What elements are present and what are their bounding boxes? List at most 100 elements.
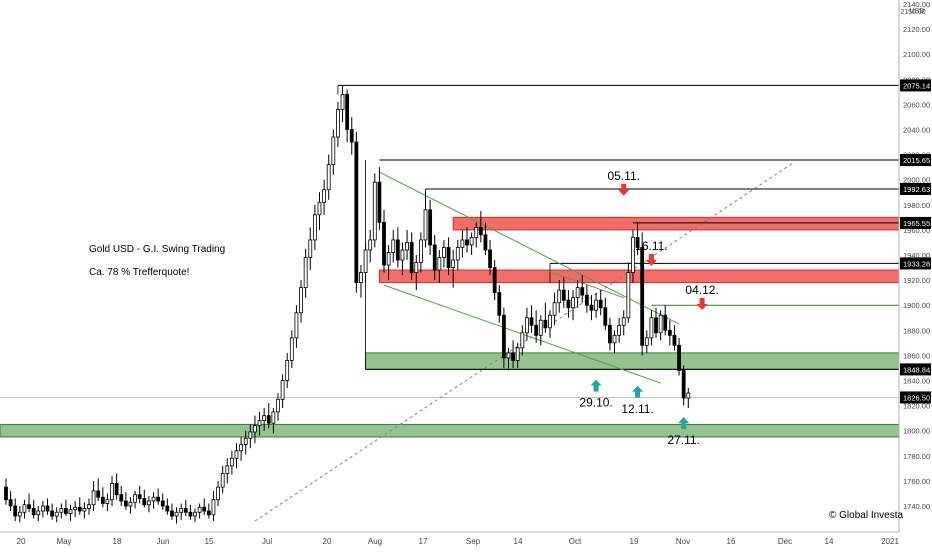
candle[interactable] — [658, 314, 663, 334]
candle[interactable] — [594, 299, 598, 311]
candle[interactable] — [561, 289, 566, 301]
candle[interactable] — [460, 239, 465, 248]
candle[interactable] — [105, 499, 110, 504]
candle[interactable] — [571, 297, 575, 309]
candle[interactable] — [548, 314, 552, 329]
candle[interactable] — [506, 352, 511, 359]
candle[interactable] — [262, 415, 267, 422]
candle[interactable] — [123, 500, 128, 507]
candle[interactable] — [677, 344, 681, 371]
candle[interactable] — [363, 249, 368, 273]
candle[interactable] — [202, 506, 207, 512]
candle[interactable] — [552, 302, 557, 316]
candle[interactable] — [474, 226, 479, 238]
candle[interactable] — [147, 500, 151, 506]
candle[interactable] — [621, 317, 626, 326]
candle[interactable] — [243, 437, 248, 445]
candle[interactable] — [100, 496, 105, 504]
candle[interactable] — [128, 501, 133, 507]
candle[interactable] — [308, 239, 313, 258]
candle[interactable] — [612, 334, 617, 344]
candle[interactable] — [336, 109, 340, 138]
candle[interactable] — [156, 496, 161, 502]
candle[interactable] — [409, 242, 414, 273]
candle[interactable] — [280, 380, 285, 400]
candle[interactable] — [626, 272, 631, 319]
candle[interactable] — [87, 504, 91, 509]
candle[interactable] — [644, 337, 649, 346]
candle[interactable] — [303, 257, 308, 289]
candle[interactable] — [681, 370, 686, 399]
candle[interactable] — [382, 221, 386, 266]
candle[interactable] — [119, 494, 124, 502]
candle[interactable] — [253, 425, 257, 433]
candle[interactable] — [451, 259, 456, 268]
candle[interactable] — [188, 511, 193, 517]
candle[interactable] — [234, 450, 239, 459]
candle[interactable] — [686, 392, 691, 399]
candle[interactable] — [423, 209, 428, 241]
candle[interactable] — [428, 209, 433, 246]
candle[interactable] — [91, 490, 96, 506]
candle[interactable] — [598, 299, 603, 309]
candle[interactable] — [488, 249, 492, 268]
candle[interactable] — [13, 505, 18, 517]
candle[interactable] — [437, 257, 442, 271]
candle[interactable] — [211, 499, 216, 516]
candle[interactable] — [566, 299, 571, 309]
candle[interactable] — [529, 317, 534, 326]
candle[interactable] — [229, 457, 234, 467]
candle[interactable] — [225, 465, 230, 474]
candle[interactable] — [22, 504, 27, 513]
candle[interactable] — [220, 472, 225, 488]
candle[interactable] — [165, 505, 170, 512]
candle[interactable] — [368, 239, 373, 251]
candle[interactable] — [197, 506, 202, 513]
candle[interactable] — [193, 511, 197, 517]
candle[interactable] — [405, 242, 409, 251]
candle[interactable] — [216, 486, 220, 501]
candle[interactable] — [206, 510, 211, 516]
candle[interactable] — [68, 509, 73, 514]
candle[interactable] — [640, 247, 645, 346]
candle[interactable] — [455, 247, 460, 261]
candle[interactable] — [663, 314, 668, 331]
candle[interactable] — [36, 510, 41, 516]
candle[interactable] — [603, 307, 608, 326]
candle[interactable] — [589, 304, 594, 311]
candle[interactable] — [654, 317, 658, 334]
candle[interactable] — [73, 506, 78, 511]
candle[interactable] — [359, 272, 363, 284]
candle[interactable] — [40, 505, 45, 512]
candle[interactable] — [299, 287, 303, 314]
candle[interactable] — [386, 252, 391, 266]
candle[interactable] — [635, 237, 640, 248]
candle[interactable] — [340, 93, 345, 110]
candle[interactable] — [317, 201, 322, 216]
candle[interactable] — [469, 237, 474, 246]
candle[interactable] — [414, 262, 419, 273]
candle[interactable] — [257, 420, 262, 427]
candle[interactable] — [160, 500, 165, 507]
candle[interactable] — [349, 129, 354, 143]
candle[interactable] — [96, 490, 101, 498]
candle[interactable] — [142, 498, 147, 506]
candle[interactable] — [137, 494, 142, 499]
candle[interactable] — [446, 247, 451, 268]
candle[interactable] — [492, 267, 497, 294]
candle[interactable] — [584, 294, 589, 306]
candle[interactable] — [418, 239, 423, 263]
candle[interactable] — [151, 496, 156, 502]
candle[interactable] — [465, 239, 469, 246]
candle[interactable] — [326, 164, 331, 191]
candle[interactable] — [276, 398, 280, 413]
candle[interactable] — [672, 334, 677, 346]
candle[interactable] — [391, 239, 396, 253]
candle[interactable] — [649, 317, 654, 339]
candle[interactable] — [400, 249, 405, 261]
candle[interactable] — [174, 511, 179, 517]
candle[interactable] — [17, 511, 22, 517]
candle[interactable] — [580, 287, 585, 296]
candle[interactable] — [54, 511, 59, 517]
candle[interactable] — [501, 314, 506, 359]
